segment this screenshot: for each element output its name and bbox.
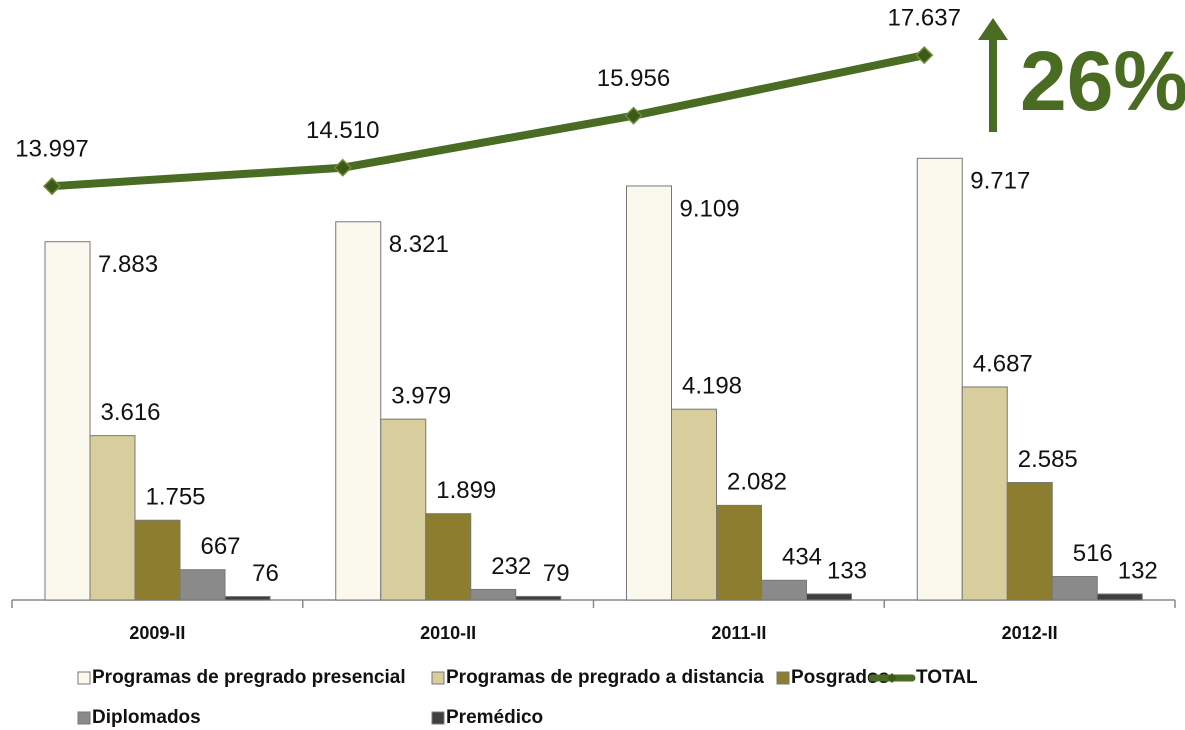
value-label: 132 xyxy=(1118,557,1158,584)
value-label: 4.198 xyxy=(682,373,742,400)
bar xyxy=(89,435,136,601)
bar xyxy=(806,593,852,601)
value-label: 76 xyxy=(252,560,279,587)
legend-swatch xyxy=(77,671,91,685)
legend-label: Premédico xyxy=(446,707,543,728)
arrow-head xyxy=(978,18,1008,40)
value-label: 2.585 xyxy=(1018,446,1078,473)
value-label: 14.510 xyxy=(306,117,379,144)
bar xyxy=(626,185,672,601)
legend-swatch xyxy=(77,711,91,725)
bar xyxy=(134,519,181,601)
x-tick-label: 2010-II xyxy=(420,623,476,643)
bar xyxy=(380,418,427,601)
bar xyxy=(1006,482,1053,601)
value-label: 79 xyxy=(543,560,570,587)
value-label: 4.687 xyxy=(973,350,1033,377)
bar xyxy=(716,504,762,601)
line-marker xyxy=(624,106,643,125)
bar xyxy=(425,513,472,601)
value-label: 17.637 xyxy=(888,5,961,32)
line-marker xyxy=(42,177,62,196)
x-tick-label: 2009-II xyxy=(129,623,185,643)
value-label: 3.616 xyxy=(100,399,160,426)
legend-swatch xyxy=(431,711,445,725)
bar xyxy=(44,241,91,601)
value-label: 15.956 xyxy=(597,65,670,92)
bar xyxy=(515,595,562,601)
annotation: 26% xyxy=(1020,34,1185,128)
value-label: 667 xyxy=(200,533,240,560)
value-label: 1.755 xyxy=(145,484,205,511)
value-label: 434 xyxy=(782,544,822,571)
bar xyxy=(916,157,963,601)
value-label: 3.979 xyxy=(391,382,451,409)
bar xyxy=(961,386,1008,601)
value-label: 133 xyxy=(827,557,867,584)
line-marker xyxy=(333,158,352,177)
value-label: 1.899 xyxy=(436,477,496,504)
bar xyxy=(179,569,226,601)
bar xyxy=(761,579,807,601)
value-label: 9.717 xyxy=(970,168,1030,195)
bar xyxy=(671,408,717,601)
legend-label: Programas de pregrado presencial xyxy=(92,667,406,688)
value-label: 13.997 xyxy=(15,136,88,163)
legend-swatch xyxy=(887,673,897,683)
line xyxy=(51,51,926,191)
bar xyxy=(1051,576,1098,601)
legend-swatch xyxy=(431,671,445,685)
value-label: 7.883 xyxy=(98,251,158,278)
value-label: 9.109 xyxy=(680,195,740,222)
legend-label: Posgrados xyxy=(791,667,889,688)
legend-label: Programas de pregrado a distancia xyxy=(446,667,764,688)
legend-label: TOTAL xyxy=(916,667,978,688)
x-tick-label: 2011-II xyxy=(711,623,766,643)
value-label: 232 xyxy=(491,553,531,580)
value-label: 2.082 xyxy=(727,469,787,496)
value-label: 516 xyxy=(1073,540,1113,567)
bar xyxy=(470,588,517,601)
legend-label: Diplomados xyxy=(92,707,201,728)
bar xyxy=(224,596,271,601)
bar xyxy=(335,221,382,601)
line-marker xyxy=(915,46,934,65)
legend-swatch xyxy=(776,671,790,685)
bar xyxy=(1096,593,1143,601)
x-tick-label: 2012-II xyxy=(1002,623,1058,643)
value-label: 8.321 xyxy=(389,231,449,258)
